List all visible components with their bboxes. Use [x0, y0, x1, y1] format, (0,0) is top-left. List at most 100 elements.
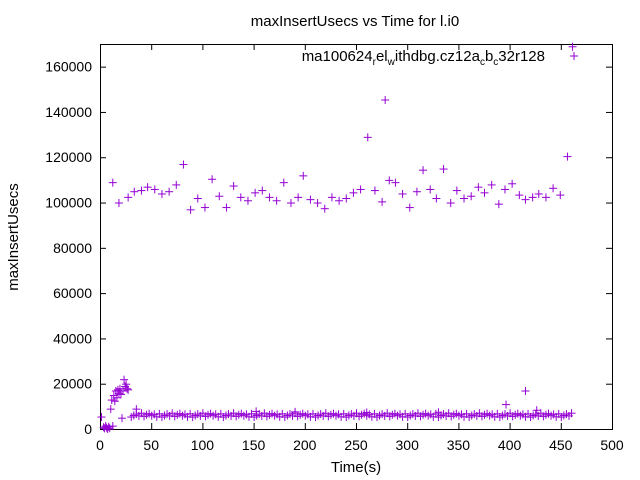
data-point	[243, 196, 252, 205]
data-point	[568, 42, 577, 51]
data-point	[299, 171, 308, 180]
data-point	[335, 196, 344, 205]
data-point	[108, 178, 117, 187]
data-point	[532, 406, 541, 415]
legend-text-part: ma100624	[302, 48, 373, 65]
data-point	[172, 180, 181, 189]
data-point	[222, 203, 231, 212]
data-point	[439, 165, 448, 174]
data-points	[97, 42, 577, 434]
data-point	[363, 133, 372, 142]
y-tick-label: 20000	[53, 376, 92, 392]
data-point	[97, 413, 106, 422]
chart-title: maxInsertUsecs vs Time for l.i0	[251, 13, 459, 30]
y-tick-label: 80000	[53, 240, 92, 256]
data-point	[452, 186, 461, 195]
data-point	[108, 422, 117, 431]
y-tick-label: 0	[84, 421, 92, 437]
data-point	[432, 194, 441, 203]
x-tick-label: 150	[242, 437, 266, 453]
data-point	[480, 188, 489, 197]
data-point	[272, 196, 281, 205]
data-point	[116, 390, 125, 399]
data-point	[165, 187, 174, 196]
data-point	[541, 193, 550, 202]
data-point	[104, 422, 113, 431]
data-point	[370, 186, 379, 195]
x-axis: 0 50 100 150 200 250 300 350 400 450 500	[96, 44, 624, 453]
data-point	[113, 385, 122, 394]
data-point	[398, 189, 407, 198]
data-point	[521, 195, 530, 204]
data-point	[313, 199, 322, 208]
data-point	[327, 193, 336, 202]
data-point	[200, 203, 209, 212]
data-point	[179, 160, 188, 169]
plot-frame	[100, 44, 613, 430]
data-point	[426, 185, 435, 194]
data-point	[556, 191, 565, 200]
data-point	[391, 178, 400, 187]
data-point	[215, 192, 224, 201]
data-point	[467, 192, 476, 201]
data-point	[186, 205, 195, 214]
y-tick-label: 40000	[53, 330, 92, 346]
data-point	[528, 193, 537, 202]
data-point	[294, 193, 303, 202]
legend-subscript: c	[493, 57, 498, 68]
x-tick-label: 350	[447, 437, 471, 453]
data-point	[120, 375, 129, 384]
data-point	[460, 194, 469, 203]
x-axis-title: Time(s)	[331, 459, 381, 476]
x-tick-label: 500	[600, 437, 624, 453]
x-tick-label: 200	[293, 437, 317, 453]
data-point	[487, 180, 496, 189]
data-point	[112, 393, 121, 402]
data-point	[474, 183, 483, 192]
data-point	[124, 385, 133, 394]
data-point	[515, 191, 524, 200]
x-tick-label: 0	[96, 437, 104, 453]
data-point	[130, 187, 139, 196]
data-point	[563, 152, 572, 161]
data-point	[118, 414, 127, 423]
data-point	[500, 185, 509, 194]
data-point	[320, 204, 329, 213]
data-point	[123, 384, 132, 393]
data-point	[381, 95, 390, 104]
x-tick-label: 400	[498, 437, 522, 453]
data-point	[124, 193, 133, 202]
data-point	[521, 387, 530, 395]
y-tick-label: 120000	[45, 149, 92, 165]
data-point	[119, 387, 128, 395]
data-point	[342, 194, 351, 203]
data-point	[110, 397, 119, 406]
data-point	[143, 183, 152, 192]
x-tick-label: 100	[191, 437, 215, 453]
data-point	[137, 186, 146, 195]
data-point	[385, 176, 394, 185]
data-point	[229, 182, 238, 191]
data-point	[193, 194, 202, 203]
data-point	[534, 189, 543, 198]
data-point	[114, 389, 123, 398]
data-point	[508, 179, 517, 188]
legend-text-part: ithdbg.cz12a	[395, 48, 481, 65]
y-axis-title: maxInsertUsecs	[5, 183, 22, 291]
data-point	[405, 203, 414, 212]
data-point	[412, 187, 421, 196]
data-point	[114, 199, 123, 208]
legend-subscript: r	[373, 57, 377, 68]
data-point	[349, 188, 358, 197]
data-point	[306, 195, 315, 204]
data-point	[122, 380, 131, 389]
data-point	[279, 178, 288, 187]
data-point	[157, 189, 166, 198]
data-point	[236, 193, 245, 202]
legend-text-part: 32r128	[498, 48, 545, 65]
legend-subscript: w	[387, 57, 396, 68]
y-tick-label: 140000	[45, 104, 92, 120]
data-point	[251, 188, 260, 197]
legend-marker-plus	[570, 52, 578, 60]
